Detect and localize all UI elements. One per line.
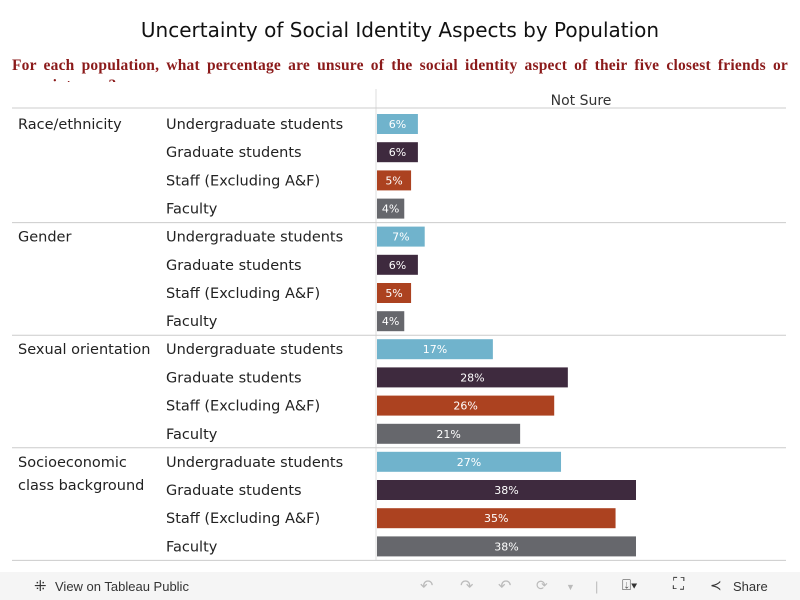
chart-subtitle: For each population, what percentage are…: [12, 57, 788, 82]
data-label: 21%: [436, 428, 460, 441]
dropdown-icon[interactable]: ▼: [566, 582, 575, 592]
data-label: 6%: [389, 118, 406, 131]
group-label: Sexual orientation: [18, 342, 150, 358]
download-icon[interactable]: ⍗▾: [622, 577, 638, 594]
bar: [377, 451, 562, 472]
group-label: Gender: [18, 230, 71, 246]
revert-icon[interactable]: ↶: [498, 578, 512, 595]
category-label: Staff (Excluding A&F): [166, 173, 320, 189]
data-label: 17%: [423, 343, 447, 356]
bar: [377, 508, 616, 529]
bar: [377, 198, 405, 219]
bar: [377, 367, 568, 388]
bar: [377, 254, 418, 275]
group-label: Race/ethnicity: [18, 117, 122, 133]
redo-icon[interactable]: ↷: [460, 578, 474, 595]
data-label: 6%: [389, 259, 406, 272]
data-label: 38%: [494, 484, 518, 497]
bar: [377, 339, 493, 360]
data-label: 38%: [494, 540, 518, 553]
tableau-logo-icon: ⁜: [34, 578, 47, 595]
category-label: Graduate students: [166, 483, 302, 499]
view-on-tableau-link[interactable]: View on Tableau Public: [55, 579, 189, 594]
data-label: 4%: [382, 315, 399, 328]
data-label: 27%: [457, 456, 481, 469]
category-label: Undergraduate students: [166, 342, 343, 358]
share-icon[interactable]: ≺: [710, 577, 722, 593]
bar: [377, 283, 412, 303]
bar: [377, 142, 418, 163]
bar: [377, 536, 636, 557]
category-label: Staff (Excluding A&F): [166, 399, 320, 415]
category-label: Graduate students: [166, 370, 302, 386]
undo-icon[interactable]: ↶: [420, 578, 434, 595]
group-label: class background: [18, 478, 144, 494]
data-label: 26%: [453, 400, 477, 413]
bar: [377, 170, 412, 191]
data-label: 5%: [385, 174, 402, 187]
fullscreen-icon[interactable]: ⛶: [673, 576, 685, 593]
data-label: 6%: [389, 146, 406, 159]
data-label: 4%: [382, 203, 399, 216]
refresh-icon[interactable]: ⟳: [536, 577, 548, 593]
chart-title: Uncertainty of Social Identity Aspects b…: [140, 18, 660, 42]
bar: [377, 114, 418, 134]
bar: [377, 480, 636, 500]
bar: [377, 395, 555, 416]
bar: [377, 311, 405, 332]
data-label: 7%: [392, 231, 409, 244]
category-label: Staff (Excluding A&F): [166, 511, 320, 527]
bar: [377, 226, 425, 247]
share-button[interactable]: Share: [733, 579, 768, 594]
category-label: Faculty: [166, 202, 218, 218]
toolbar-divider: |: [595, 579, 599, 594]
category-label: Staff (Excluding A&F): [166, 286, 320, 302]
group-label: Socioeconomic: [18, 455, 127, 471]
category-label: Faculty: [166, 314, 218, 330]
category-label: Undergraduate students: [166, 230, 343, 246]
column-header: Not Sure: [551, 93, 612, 109]
data-label: 5%: [385, 287, 402, 300]
category-label: Graduate students: [166, 258, 302, 274]
tableau-toolbar: ⁜ View on Tableau Public ↶ ↷ ↶ ⟳ ▼ | ⍗▾ …: [0, 572, 800, 600]
category-label: Faculty: [166, 539, 218, 555]
bar: [377, 423, 521, 444]
category-label: Graduate students: [166, 145, 302, 161]
category-label: Undergraduate students: [166, 117, 343, 133]
category-label: Undergraduate students: [166, 455, 343, 471]
category-label: Faculty: [166, 427, 218, 443]
data-label: 28%: [460, 371, 484, 384]
data-label: 35%: [484, 512, 508, 525]
